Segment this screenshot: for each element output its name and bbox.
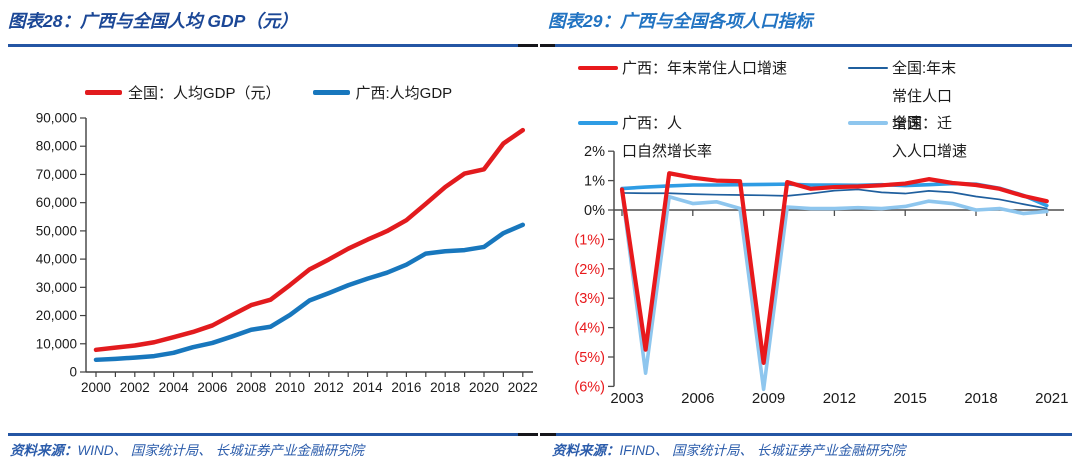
legend-line-swatch bbox=[848, 67, 888, 69]
legend-item-national-gdp: 全国：人均GDP（元） bbox=[85, 82, 281, 103]
legend-label-line: 全国:年末 bbox=[892, 60, 957, 77]
x-tick-label: 2018 bbox=[430, 380, 460, 395]
legend-label: 全国：人均GDP（元） bbox=[128, 85, 281, 102]
population-line-chart-canvas: 2% 1% 0% (1%) (2%) (3%) (4%) (5%) (6%) 2003 2006 20… bbox=[574, 144, 1068, 407]
national-migration-growth-line bbox=[620, 189, 1049, 392]
x-tick-label: 2004 bbox=[159, 380, 190, 395]
legend-label: 广西:人均GDP bbox=[355, 85, 453, 102]
rule-black-cap bbox=[540, 43, 555, 47]
figure28-header-rule bbox=[8, 43, 538, 47]
legend-label: 广西：年末常住人口增速 bbox=[622, 60, 788, 77]
source-prefix: 资料来源： bbox=[552, 443, 620, 458]
x-tick-label: 2003 bbox=[610, 390, 643, 407]
y-tick-label: 30,000 bbox=[36, 280, 77, 295]
y-tick-label: 50,000 bbox=[36, 223, 77, 238]
x-tick-label: 2006 bbox=[197, 380, 227, 395]
figure28-title: 图表28：广西与全国人均 GDP（元） bbox=[8, 11, 298, 31]
y-tick-label: 10,000 bbox=[36, 336, 77, 351]
y-tick-label: 2% bbox=[584, 144, 605, 160]
legend-item-guangxi-gdp: 广西:人均GDP bbox=[312, 82, 453, 103]
rule-black-cap bbox=[518, 43, 538, 47]
legend-label-line: 口自然增长率 bbox=[622, 143, 713, 160]
national-resident-growth-line bbox=[621, 188, 1048, 210]
legend-label-line: 常住人口 bbox=[892, 88, 953, 105]
x-tick-label: 2022 bbox=[508, 380, 538, 395]
y-tick-label: 40,000 bbox=[36, 252, 77, 267]
legend-line-swatch bbox=[578, 66, 618, 70]
legend-line-swatch bbox=[312, 90, 350, 95]
figure29-title: 图表29：广西与全国各项人口指标 bbox=[548, 11, 813, 31]
x-tick-label: 2021 bbox=[1035, 390, 1068, 407]
y-tick-label: 1% bbox=[584, 174, 605, 190]
y-tick-label: (1%) bbox=[574, 232, 605, 248]
legend-label-overflow: 增速 bbox=[892, 115, 923, 132]
national-per-capita-gdp-line bbox=[93, 127, 526, 353]
legend-overlapping-text: 增速 全国：迁 bbox=[892, 110, 967, 138]
legend-line-swatch bbox=[578, 121, 618, 125]
figure29-header-rule bbox=[540, 43, 1072, 47]
guangxi-per-capita-gdp-line bbox=[93, 222, 526, 363]
x-tick-label: 2000 bbox=[81, 380, 111, 395]
rule-black-cap bbox=[540, 432, 556, 436]
figure28-source: 资料来源：WIND、 国家统计局、 长城证券产业金融研究院 bbox=[10, 439, 364, 459]
legend-label-line: 入人口增速 bbox=[892, 143, 968, 160]
y-tick-label: (5%) bbox=[574, 350, 605, 366]
x-tick-label: 2010 bbox=[275, 380, 305, 395]
source-text: WIND、 国家统计局、 长城证券产业金融研究院 bbox=[77, 443, 365, 458]
y-tick-label: (3%) bbox=[574, 291, 605, 307]
y-tick-label: 60,000 bbox=[36, 195, 77, 210]
figure29-footer-rule bbox=[540, 432, 1072, 436]
y-tick-label: 70,000 bbox=[36, 167, 77, 182]
x-tick-label: 2018 bbox=[964, 390, 997, 407]
figure29-source: 资料来源：IFIND、 国家统计局、 长城证券产业金融研究院 bbox=[552, 439, 905, 459]
x-tick-label: 2012 bbox=[314, 380, 344, 395]
gdp-line-chart-canvas: 0 10,000 20,000 30,000 40,000 50,000 60,000 70,… bbox=[36, 111, 538, 396]
x-tick-label: 2012 bbox=[823, 390, 856, 407]
x-tick-label: 2014 bbox=[353, 380, 384, 395]
figure28-legend: 全国：人均GDP（元） 广西:人均GDP bbox=[85, 82, 452, 103]
y-tick-label: (6%) bbox=[574, 379, 605, 395]
y-tick-label: (4%) bbox=[574, 321, 605, 337]
rule-black-cap bbox=[518, 432, 538, 436]
y-tick-label: 0% bbox=[584, 203, 605, 219]
x-tick-label: 2008 bbox=[236, 380, 266, 395]
x-tick-label: 2016 bbox=[391, 380, 421, 395]
x-tick-label: 2002 bbox=[120, 380, 150, 395]
source-text: IFIND、 国家统计局、 长城证券产业金融研究院 bbox=[619, 443, 906, 458]
y-tick-label: 20,000 bbox=[36, 308, 77, 323]
source-prefix: 资料来源： bbox=[10, 443, 78, 458]
y-tick-label: (2%) bbox=[574, 262, 605, 278]
figure28-footer-rule bbox=[8, 432, 538, 436]
guangxi-resident-growth-line bbox=[619, 171, 1049, 365]
y-tick-label: 0 bbox=[69, 365, 77, 380]
y-tick-label: 90,000 bbox=[36, 111, 77, 126]
legend-line-swatch bbox=[85, 90, 122, 95]
legend-line-swatch bbox=[848, 121, 888, 125]
x-tick-label: 2020 bbox=[469, 380, 499, 395]
legend-label-line: 全国：迁 bbox=[892, 115, 953, 132]
x-tick-label: 2015 bbox=[894, 390, 927, 407]
x-tick-label: 2006 bbox=[681, 390, 714, 407]
legend-label-line: 广西：人 bbox=[622, 115, 683, 132]
y-tick-label: 80,000 bbox=[36, 139, 77, 154]
x-tick-label: 2009 bbox=[752, 390, 785, 407]
